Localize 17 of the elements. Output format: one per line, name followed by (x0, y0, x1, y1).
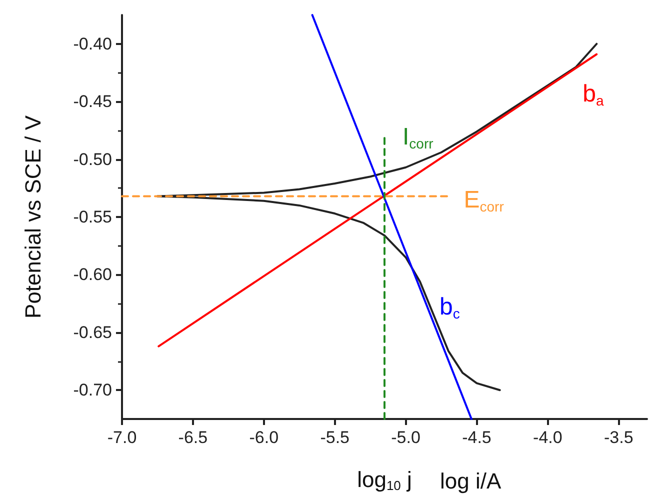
y-axis-title: Potencial vs SCE / V (20, 115, 46, 318)
y-tick-label: -0.55 (73, 208, 112, 226)
y-tick-label: -0.40 (73, 34, 112, 54)
x-tick-label: -4.5 (462, 428, 492, 447)
y-tick-label: -0.60 (73, 265, 112, 284)
y-tick-label: -0.65 (73, 322, 112, 342)
y-tick-label: -0.50 (73, 150, 112, 169)
y-tick-label: -0.70 (73, 380, 112, 400)
x-tick-label: -3.5 (604, 428, 634, 447)
x-tick-label: -5.0 (391, 428, 420, 447)
x-tick-label: -7.0 (107, 428, 137, 447)
x-tick-label: -5.5 (320, 428, 350, 447)
text: log i/A (440, 468, 502, 494)
x-tick-label: -6.5 (178, 428, 208, 447)
x-tick-label: -4.0 (533, 428, 562, 447)
x-tick-label: -6.0 (249, 428, 279, 447)
y-tick-label: -0.45 (73, 92, 112, 112)
